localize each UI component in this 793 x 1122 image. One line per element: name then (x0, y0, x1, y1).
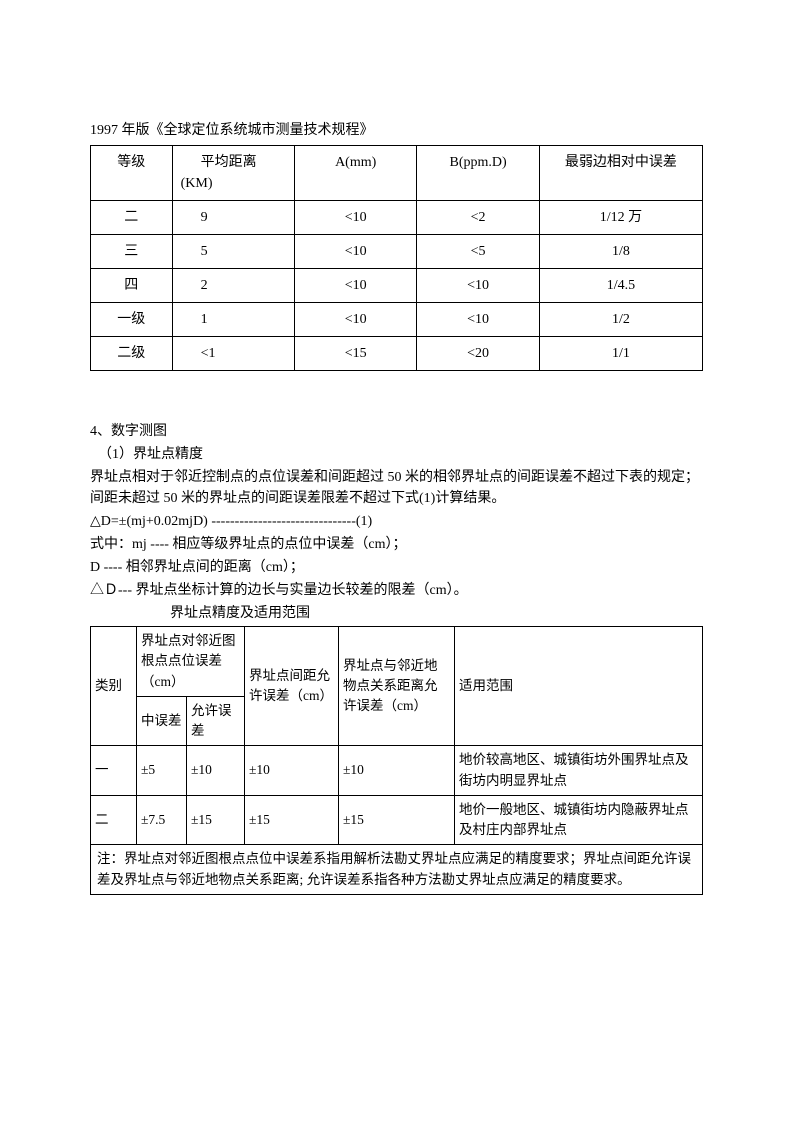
cell-err: 1/12 万 (539, 201, 702, 235)
header-b: B(ppm.D) (417, 146, 539, 201)
cell-mid: ±5 (137, 746, 187, 796)
table-row: 四 2 <10 <10 1/4.5 (91, 269, 703, 303)
header-scope: 适用范围 (455, 627, 703, 746)
cell-b: <5 (417, 235, 539, 269)
cell-a: <10 (294, 269, 416, 303)
cell-grade: 二 (91, 201, 173, 235)
table-row: 二 ±7.5 ±15 ±15 ±15 地价一般地区、城镇街坊内隐蔽界址点及村庄内… (91, 795, 703, 845)
cell-b: <2 (417, 201, 539, 235)
cell-category: 二 (91, 795, 137, 845)
cell-grade: 四 (91, 269, 173, 303)
cell-b: <20 (417, 337, 539, 371)
cell-dist: 9 (172, 201, 294, 235)
cell-rel: ±10 (339, 746, 455, 796)
header-allow-error: 允许误差 (187, 696, 245, 746)
subsection-1-heading: （1）界址点精度 (90, 444, 703, 465)
boundary-point-precision-table: 类别 界址点对邻近图根点点位误差（cm） 界址点间距允许误差（cm） 界址点与邻… (90, 626, 703, 895)
header-avg-distance-unit: (KM) (181, 173, 286, 194)
formula-desc-deltad: △Ｄ--- 界址点坐标计算的边长与实量边长较差的限差（cm）。 (90, 580, 703, 601)
cell-a: <10 (294, 235, 416, 269)
cell-err: 1/4.5 (539, 269, 702, 303)
cell-allow: ±10 (187, 746, 245, 796)
section-4-heading: 4、数字测图 (90, 421, 703, 442)
cell-dist: ±15 (245, 795, 339, 845)
cell-a: <15 (294, 337, 416, 371)
cell-grade: 二级 (91, 337, 173, 371)
header-avg-distance: 平均距离 (KM) (172, 146, 294, 201)
cell-dist: ±10 (245, 746, 339, 796)
formula-desc-mj: 式中：mj ---- 相应等级界址点的点位中误差（cm）； (90, 534, 703, 555)
formula-line: △D=±(mj+0.02mjD) -----------------------… (90, 511, 703, 532)
cell-a: <10 (294, 201, 416, 235)
cell-allow: ±15 (187, 795, 245, 845)
cell-dist: 1 (172, 303, 294, 337)
table-row: 一级 1 <10 <10 1/2 (91, 303, 703, 337)
header-category: 类别 (91, 627, 137, 746)
cell-b: <10 (417, 303, 539, 337)
cell-dist: 5 (172, 235, 294, 269)
formula-desc-d: D ---- 相邻界址点间的距离（cm）； (90, 557, 703, 578)
cell-err: 1/1 (539, 337, 702, 371)
table-note-row: 注：界址点对邻近图根点点位中误差系指用解析法勘丈界址点应满足的精度要求；界址点间… (91, 845, 703, 895)
header-mid-error: 中误差 (137, 696, 187, 746)
cell-a: <10 (294, 303, 416, 337)
gps-grade-table: 等级 平均距离 (KM) A(mm) B(ppm.D) 最弱边相对中误差 二 9… (90, 145, 703, 371)
cell-rel: ±15 (339, 795, 455, 845)
header-avg-distance-label: 平均距离 (201, 155, 257, 170)
cell-dist: <1 (172, 337, 294, 371)
cell-grade: 三 (91, 235, 173, 269)
header-rel-allow: 界址点与邻近地物点关系距离允许误差（cm） (339, 627, 455, 746)
header-dist-allow: 界址点间距允许误差（cm） (245, 627, 339, 746)
document-title: 1997 年版《全球定位系统城市测量技术规程》 (90, 120, 703, 141)
cell-err: 1/8 (539, 235, 702, 269)
table-note: 注：界址点对邻近图根点点位中误差系指用解析法勘丈界址点应满足的精度要求；界址点间… (91, 845, 703, 895)
table-header-row: 类别 界址点对邻近图根点点位误差（cm） 界址点间距允许误差（cm） 界址点与邻… (91, 627, 703, 697)
header-error: 最弱边相对中误差 (539, 146, 702, 201)
cell-mid: ±7.5 (137, 795, 187, 845)
cell-category: 一 (91, 746, 137, 796)
table-header-row: 等级 平均距离 (KM) A(mm) B(ppm.D) 最弱边相对中误差 (91, 146, 703, 201)
header-near-root: 界址点对邻近图根点点位误差（cm） (137, 627, 245, 697)
cell-b: <10 (417, 269, 539, 303)
cell-scope: 地价较高地区、城镇街坊外围界址点及街坊内明显界址点 (455, 746, 703, 796)
table2-caption: 界址点精度及适用范围 (90, 603, 703, 624)
cell-err: 1/2 (539, 303, 702, 337)
cell-dist: 2 (172, 269, 294, 303)
table-row: 二 9 <10 <2 1/12 万 (91, 201, 703, 235)
cell-grade: 一级 (91, 303, 173, 337)
cell-scope: 地价一般地区、城镇街坊内隐蔽界址点及村庄内部界址点 (455, 795, 703, 845)
table-row: 一 ±5 ±10 ±10 ±10 地价较高地区、城镇街坊外围界址点及街坊内明显界… (91, 746, 703, 796)
paragraph: 界址点相对于邻近控制点的点位误差和间距超过 50 米的相邻界址点的间距误差不超过… (90, 467, 703, 509)
header-a: A(mm) (294, 146, 416, 201)
header-grade: 等级 (91, 146, 173, 201)
table-row: 二级 <1 <15 <20 1/1 (91, 337, 703, 371)
table-row: 三 5 <10 <5 1/8 (91, 235, 703, 269)
